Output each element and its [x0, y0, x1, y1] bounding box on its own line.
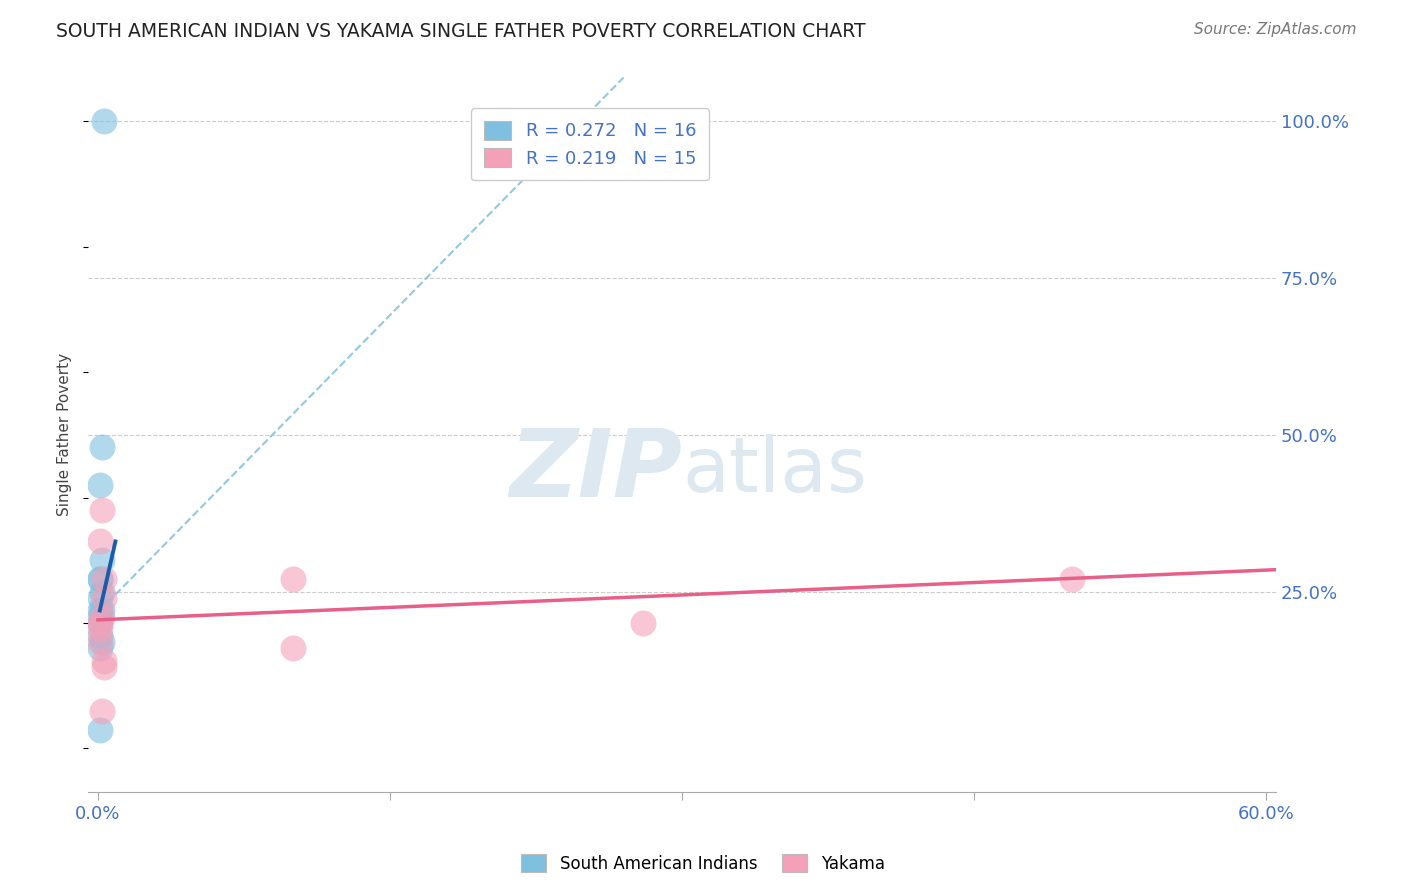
Point [90, 634, 112, 648]
Point [89, 572, 111, 586]
Point [89, 591, 111, 605]
Point [93, 572, 115, 586]
Point [89, 609, 111, 624]
Point [89, 603, 111, 617]
Point [93, 654, 115, 668]
Legend: South American Indians, Yakama: South American Indians, Yakama [515, 847, 891, 880]
Point [89, 478, 111, 492]
Point [89, 628, 111, 642]
Point [89, 534, 111, 549]
Point [93, 591, 115, 605]
Y-axis label: Single Father Poverty: Single Father Poverty [58, 353, 72, 516]
Point [631, 615, 654, 630]
Point [1060, 572, 1083, 586]
Point [89, 615, 111, 630]
Point [89, 615, 111, 630]
Point [89, 622, 111, 636]
Text: Source: ZipAtlas.com: Source: ZipAtlas.com [1194, 22, 1357, 37]
Point [93, 114, 115, 128]
Point [89, 723, 111, 737]
Point [90, 553, 112, 567]
Point [90, 704, 112, 718]
Text: atlas: atlas [682, 434, 868, 508]
Legend: R = 0.272   N = 16, R = 0.219   N = 15: R = 0.272 N = 16, R = 0.219 N = 15 [471, 108, 709, 180]
Point [90, 441, 112, 455]
Text: ZIP: ZIP [509, 425, 682, 516]
Text: SOUTH AMERICAN INDIAN VS YAKAMA SINGLE FATHER POVERTY CORRELATION CHART: SOUTH AMERICAN INDIAN VS YAKAMA SINGLE F… [56, 22, 866, 41]
Point [90, 603, 112, 617]
Point [89, 572, 111, 586]
Point [90, 584, 112, 599]
Point [281, 641, 304, 656]
Point [89, 641, 111, 656]
Point [281, 572, 304, 586]
Point [89, 634, 111, 648]
Point [90, 503, 112, 517]
Point [93, 660, 115, 674]
Point [90, 609, 112, 624]
